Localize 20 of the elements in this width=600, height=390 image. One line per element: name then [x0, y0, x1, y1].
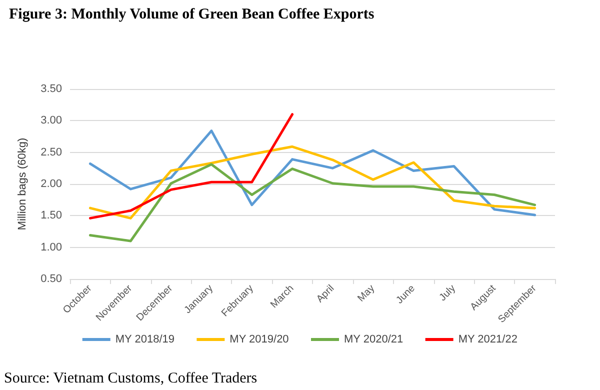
- legend-label: MY 2020/21: [344, 334, 404, 346]
- y-tick-label: 2.00: [40, 178, 62, 190]
- y-tick-label: 2.50: [40, 146, 62, 158]
- y-tick-label: 3.00: [40, 114, 62, 127]
- line-series: [88, 130, 536, 216]
- chart-title: Figure 3: Monthly Volume of Green Bean Coffee Exports: [9, 6, 374, 22]
- line-series: [88, 163, 536, 242]
- x-tick-label: May: [356, 283, 378, 304]
- line-series: [88, 145, 536, 220]
- line-series: [88, 113, 294, 220]
- legend-label: MY 2018/19: [115, 334, 174, 346]
- y-tick-label: 1.00: [40, 241, 62, 254]
- y-axis-title: Million bags (60kg): [16, 138, 28, 230]
- source-note: Source: Vietnam Customs, Coffee Traders: [4, 370, 258, 386]
- y-tick-label: 1.50: [40, 210, 62, 222]
- x-tick-label: July: [438, 283, 458, 304]
- y-tick-label: 0.50: [40, 273, 62, 285]
- legend-label: MY 2019/20: [230, 334, 289, 346]
- legend-label: MY 2021/22: [458, 334, 518, 346]
- y-tick-label: 3.50: [40, 83, 62, 95]
